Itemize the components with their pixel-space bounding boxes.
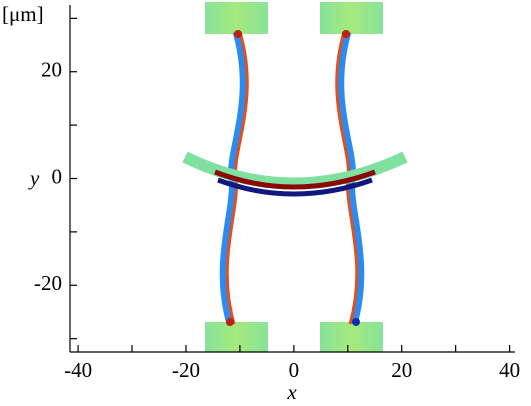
x-tick-label: 0 — [289, 358, 300, 382]
anchor-pad — [205, 322, 268, 352]
x-tick-label: 40 — [499, 358, 520, 382]
x-axis-label: x — [286, 380, 297, 404]
y-tick-label: 0 — [52, 164, 63, 188]
x-tick-label: -40 — [64, 358, 92, 382]
page: [μm] y x -40-2002040-20020 (() => { cons… — [0, 0, 531, 406]
hotspot — [342, 30, 350, 38]
hotspot — [234, 30, 242, 38]
x-tick-label: 20 — [391, 358, 412, 382]
y-axis-label: y — [28, 166, 40, 190]
chart: [μm] y x -40 -20 0 20 40 -20 0 20 — [0, 0, 531, 406]
anchor-pad — [320, 322, 383, 352]
unit-label: [μm] — [2, 2, 44, 26]
y-tick-label: -20 — [34, 271, 62, 295]
x-tick-label: -20 — [172, 358, 200, 382]
structure — [185, 2, 405, 352]
hotspot — [226, 318, 234, 326]
hotspot — [352, 318, 360, 326]
arc — [185, 157, 405, 184]
y-tick-label: 20 — [41, 58, 62, 82]
anchor-pad — [320, 2, 383, 34]
anchor-pad — [205, 2, 268, 34]
